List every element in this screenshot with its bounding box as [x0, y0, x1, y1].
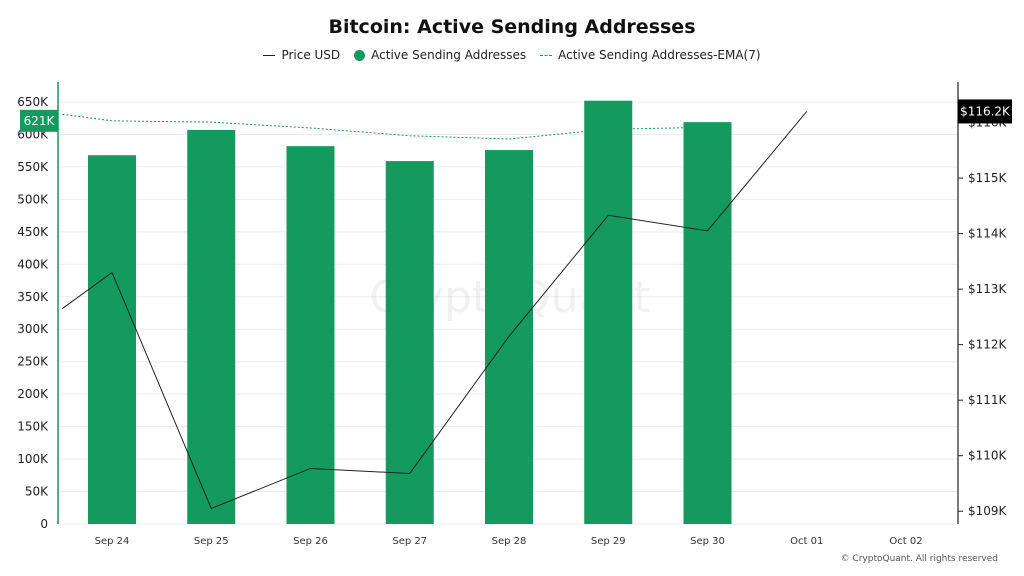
x-tick-label: Sep 24 — [95, 536, 130, 547]
right-value-flag — [958, 99, 1012, 124]
x-tick-label: Sep 30 — [690, 536, 725, 547]
copyright-credit: © CryptoQuant. All rights reserved — [840, 554, 998, 564]
x-tick-label: Sep 29 — [591, 536, 626, 547]
y-left-tick-label: 0 — [40, 517, 48, 531]
y-right-tick-label: $113K — [968, 282, 1008, 296]
bar-active-sending-addresses — [187, 129, 236, 524]
y-left-tick-label: 500K — [17, 192, 49, 206]
legend-dash-swatch — [540, 54, 553, 56]
legend-item-ema[interactable]: Active Sending Addresses-EMA(7) — [540, 48, 761, 62]
x-tick-label: Sep 25 — [194, 536, 229, 547]
y-left-tick-label: 550K — [17, 160, 49, 174]
y-left-tick-label: 650K — [17, 95, 49, 109]
y-left-tick-label: 300K — [17, 322, 49, 336]
legend-label-active-sending-addresses: Active Sending Addresses — [371, 48, 527, 62]
left-value-flag — [20, 109, 58, 132]
y-left-tick-label: 350K — [17, 290, 49, 304]
bar-active-sending-addresses — [385, 161, 434, 524]
y-right-tick-label: $114K — [968, 227, 1008, 241]
right-value-flag-label: $116.2K — [960, 104, 1011, 118]
x-tick-label: Sep 26 — [293, 536, 328, 547]
y-right-tick-label: $111K — [968, 393, 1008, 407]
x-tick-label: Sep 27 — [392, 536, 427, 547]
x-tick-label: Oct 01 — [790, 536, 823, 547]
y-right-tick-label: $110K — [968, 449, 1008, 463]
bar-active-sending-addresses — [286, 146, 335, 524]
y-left-tick-label: 400K — [17, 257, 49, 271]
legend-label-price: Price USD — [281, 48, 341, 62]
y-right-tick-label: $112K — [968, 338, 1008, 352]
legend-dot-swatch — [354, 49, 366, 61]
chart-title: Bitcoin: Active Sending Addresses — [328, 16, 696, 38]
y-right-tick-label: $115K — [968, 171, 1008, 185]
x-tick-label: Sep 28 — [492, 536, 527, 547]
y-left-tick-label: 150K — [17, 420, 49, 434]
legend-item-price[interactable]: Price USD — [263, 48, 340, 62]
y-left-tick-label: 450K — [17, 225, 49, 239]
line-price-usd — [62, 111, 808, 510]
bar-active-sending-addresses — [683, 122, 732, 524]
y-left-tick-label: 50K — [25, 485, 49, 499]
x-tick-label: Oct 02 — [889, 536, 922, 547]
left-value-flag-label: 621K — [24, 114, 56, 128]
legend-line-swatch — [263, 54, 276, 56]
chart-legend: Price USD Active Sending Addresses Activ… — [0, 48, 1024, 62]
y-left-tick-label: 200K — [17, 387, 49, 401]
y-left-tick-label: 250K — [17, 355, 49, 369]
y-left-tick-label: 100K — [17, 452, 49, 466]
legend-label-ema: Active Sending Addresses-EMA(7) — [558, 48, 761, 62]
bar-active-sending-addresses — [88, 155, 136, 524]
legend-item-active-sending-addresses[interactable]: Active Sending Addresses — [354, 48, 526, 62]
bar-active-sending-addresses — [584, 100, 633, 524]
y-right-tick-label: $109K — [968, 504, 1008, 518]
